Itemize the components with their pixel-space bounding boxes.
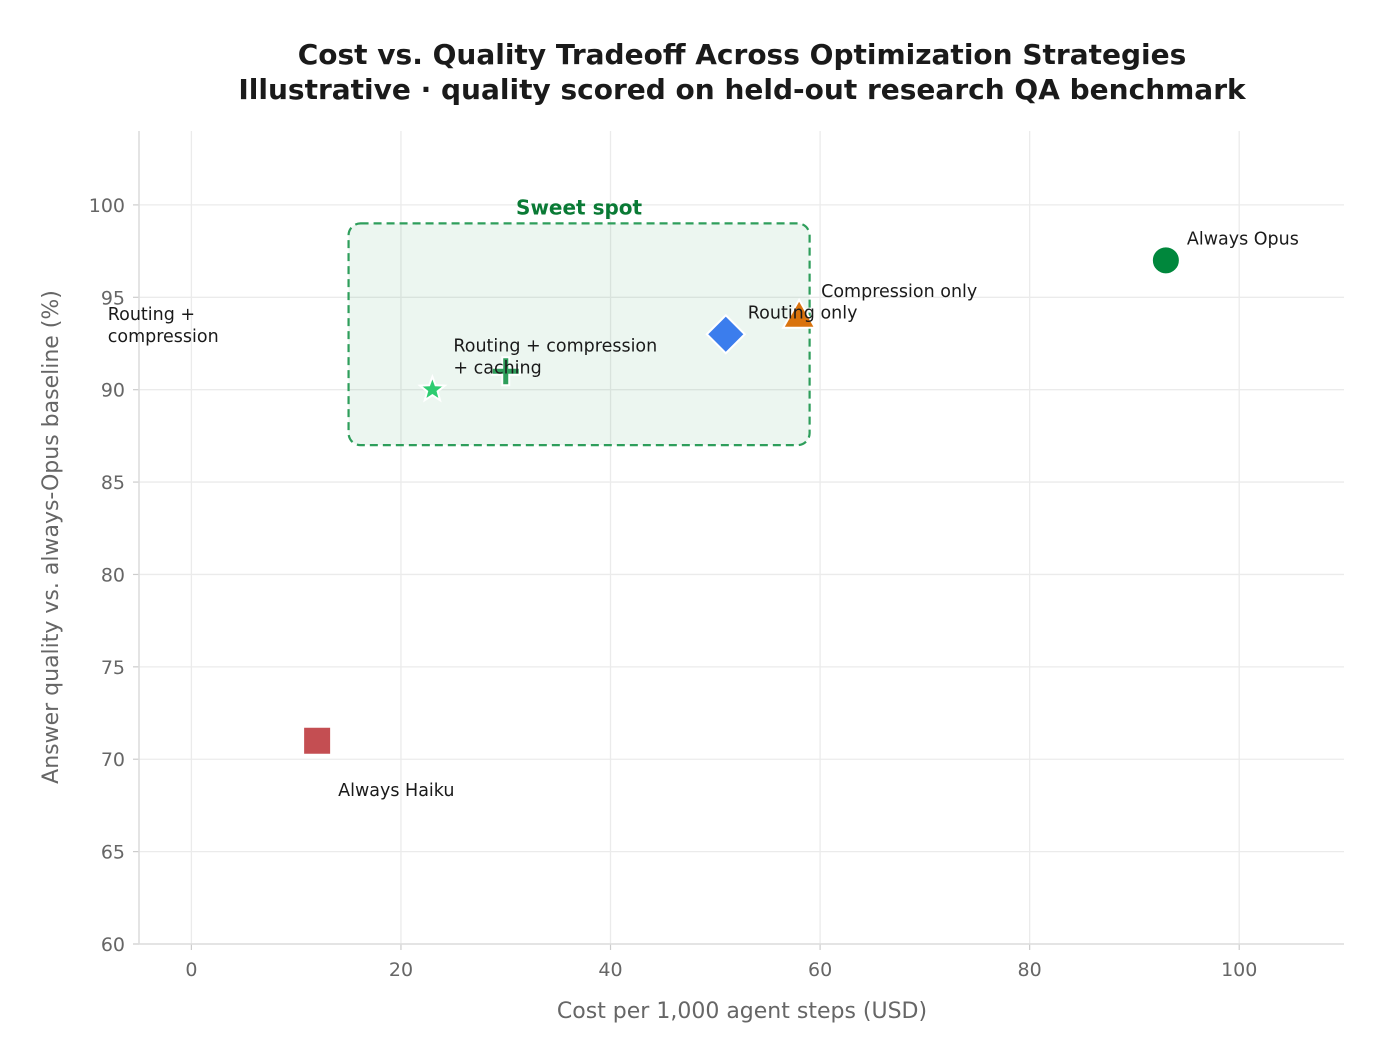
- y-tick-label: 80: [101, 564, 125, 586]
- point-routing-compression: [490, 356, 521, 387]
- label-always-opus: Always Opus: [1187, 229, 1299, 249]
- y-tick-label: 75: [101, 657, 125, 679]
- grid: [139, 131, 1344, 945]
- point-always-haiku: [302, 725, 333, 756]
- x-axis-label: Cost per 1,000 agent steps (USD): [557, 999, 927, 1024]
- label-always-haiku: Always Haiku: [338, 781, 454, 801]
- y-tick-label: 85: [101, 472, 125, 494]
- label-routing-compression-caching: Routing + compression + caching: [453, 337, 657, 379]
- y-tick-label: 60: [101, 934, 125, 956]
- chart-title: Cost vs. Quality Tradeoff Across Optimiz…: [298, 38, 1187, 71]
- sweet-spot-label: Sweet spot: [516, 195, 642, 219]
- point-always-opus: [1150, 245, 1181, 276]
- y-tick-label: 100: [89, 195, 125, 217]
- x-tick-label: 100: [1221, 959, 1257, 981]
- x-tick-label: 0: [185, 959, 197, 981]
- chart-subtitle: Illustrative · quality scored on held-ou…: [238, 73, 1247, 106]
- x-tick-label: 60: [808, 959, 832, 981]
- x-tick-label: 20: [389, 959, 413, 981]
- sweet-spot-annotation: Sweet spot: [347, 195, 811, 447]
- data-points: [302, 245, 1181, 756]
- y-tick-label: 95: [101, 287, 125, 309]
- y-tick-label: 65: [101, 842, 125, 864]
- y-axis-label: Answer quality vs. always-Opus baseline …: [39, 290, 64, 784]
- label-routing-only: Routing only: [748, 303, 858, 323]
- point-routing-only: [705, 313, 747, 355]
- x-tick-label: 40: [598, 959, 622, 981]
- point-compression-only: [781, 297, 817, 329]
- y-tick-label: 90: [101, 380, 125, 402]
- point-routing-compression-caching: [417, 373, 448, 403]
- sweet-spot-box: [347, 222, 811, 447]
- y-tick-label: 70: [101, 749, 125, 771]
- label-compression-only: Compression only: [821, 282, 977, 302]
- axes: 0 20 40 60 80 100 60 65 70 75 80 85 90 95 100: [89, 131, 1344, 981]
- data-point-labels: Always Opus Always Haiku Routing onlyCompr…: [108, 229, 1299, 800]
- label-routing-compression: Routing + compression: [108, 305, 219, 347]
- x-tick-label: 80: [1018, 959, 1042, 981]
